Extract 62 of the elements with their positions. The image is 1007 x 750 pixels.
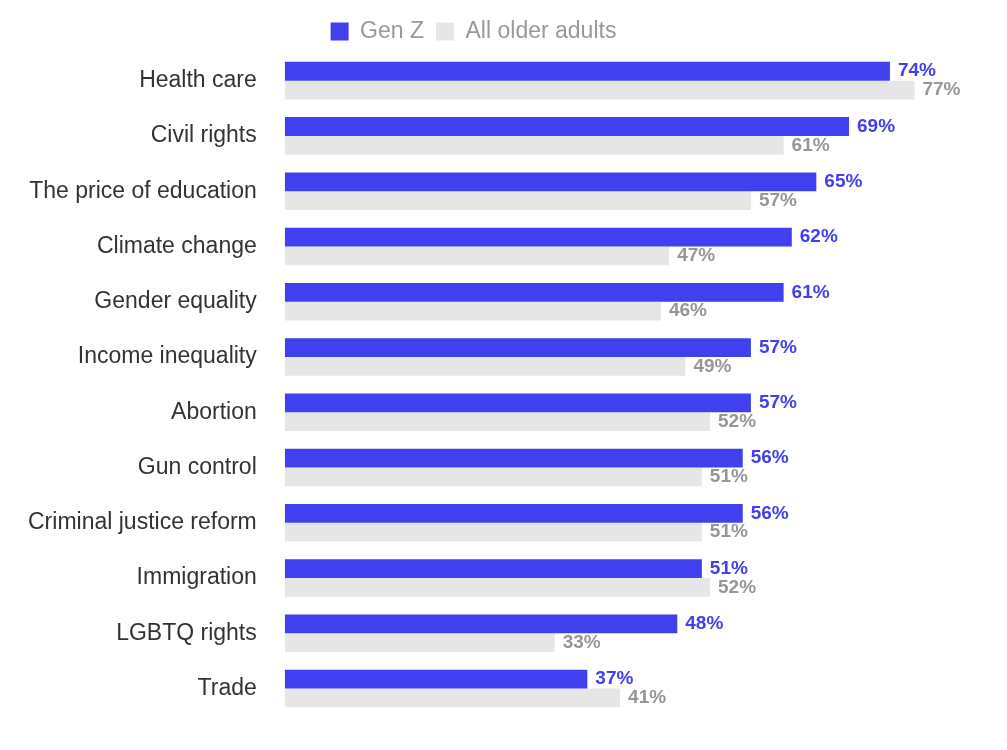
data-label: 65% — [824, 170, 863, 192]
y-tick-label: Gender equality — [94, 287, 258, 314]
data-label: 61% — [791, 280, 830, 302]
y-tick-label: Health care — [139, 65, 257, 92]
data-label: 77% — [922, 78, 961, 100]
bar — [284, 227, 792, 247]
y-tick-label: Trade — [197, 673, 257, 700]
data-label: 37% — [595, 667, 634, 689]
y-tick-label: Climate change — [96, 231, 257, 258]
bar — [284, 559, 702, 579]
y-tick-label: Immigration — [136, 563, 257, 590]
bar — [284, 172, 817, 192]
bar — [284, 393, 751, 413]
data-label: 62% — [799, 225, 838, 247]
data-label: 48% — [685, 612, 724, 634]
bar — [284, 448, 743, 468]
data-label: 51% — [709, 556, 748, 578]
y-tick-label: Gun control — [137, 452, 257, 479]
data-label: 57% — [758, 188, 798, 210]
bar — [284, 503, 743, 523]
data-label: 49% — [693, 354, 732, 376]
bar — [284, 356, 686, 376]
data-label: 52% — [718, 409, 757, 431]
data-label: 56% — [750, 501, 789, 523]
data-label: 47% — [677, 244, 716, 266]
data-label: 52% — [718, 575, 757, 597]
bar — [284, 467, 702, 487]
data-label: 57% — [758, 391, 798, 413]
data-label: 56% — [750, 446, 789, 468]
data-label: 69% — [857, 114, 896, 136]
bar — [284, 522, 702, 542]
bar — [284, 117, 850, 136]
data-label: 51% — [709, 465, 748, 487]
data-label: 33% — [562, 630, 601, 652]
bar — [284, 338, 751, 357]
bar — [284, 412, 711, 432]
legend-label: Gen Z — [360, 16, 425, 43]
y-tick-label: Income inequality — [77, 342, 258, 369]
bar — [284, 614, 678, 634]
bar — [284, 282, 784, 302]
y-tick-label: Abortion — [171, 397, 257, 424]
bar — [284, 578, 711, 597]
data-label: 57% — [758, 335, 798, 357]
y-tick-label: Criminal justice reform — [28, 508, 257, 535]
data-label: 51% — [709, 520, 748, 542]
data-label: 41% — [628, 686, 667, 708]
y-tick-label: Civil rights — [150, 121, 257, 148]
bar — [284, 246, 670, 266]
y-tick-label: LGBTQ rights — [116, 618, 257, 645]
bar — [284, 135, 784, 155]
bar — [284, 61, 890, 81]
data-label: 61% — [791, 133, 830, 155]
y-tick-label: The price of education — [29, 176, 257, 203]
bar — [284, 688, 621, 708]
bar — [284, 301, 661, 321]
bar — [284, 633, 555, 653]
bar — [284, 80, 915, 100]
legend-label: All older adults — [465, 16, 617, 43]
data-label: 74% — [897, 59, 937, 81]
bar — [284, 669, 588, 689]
bar — [284, 191, 751, 210]
data-label: 46% — [668, 299, 708, 321]
